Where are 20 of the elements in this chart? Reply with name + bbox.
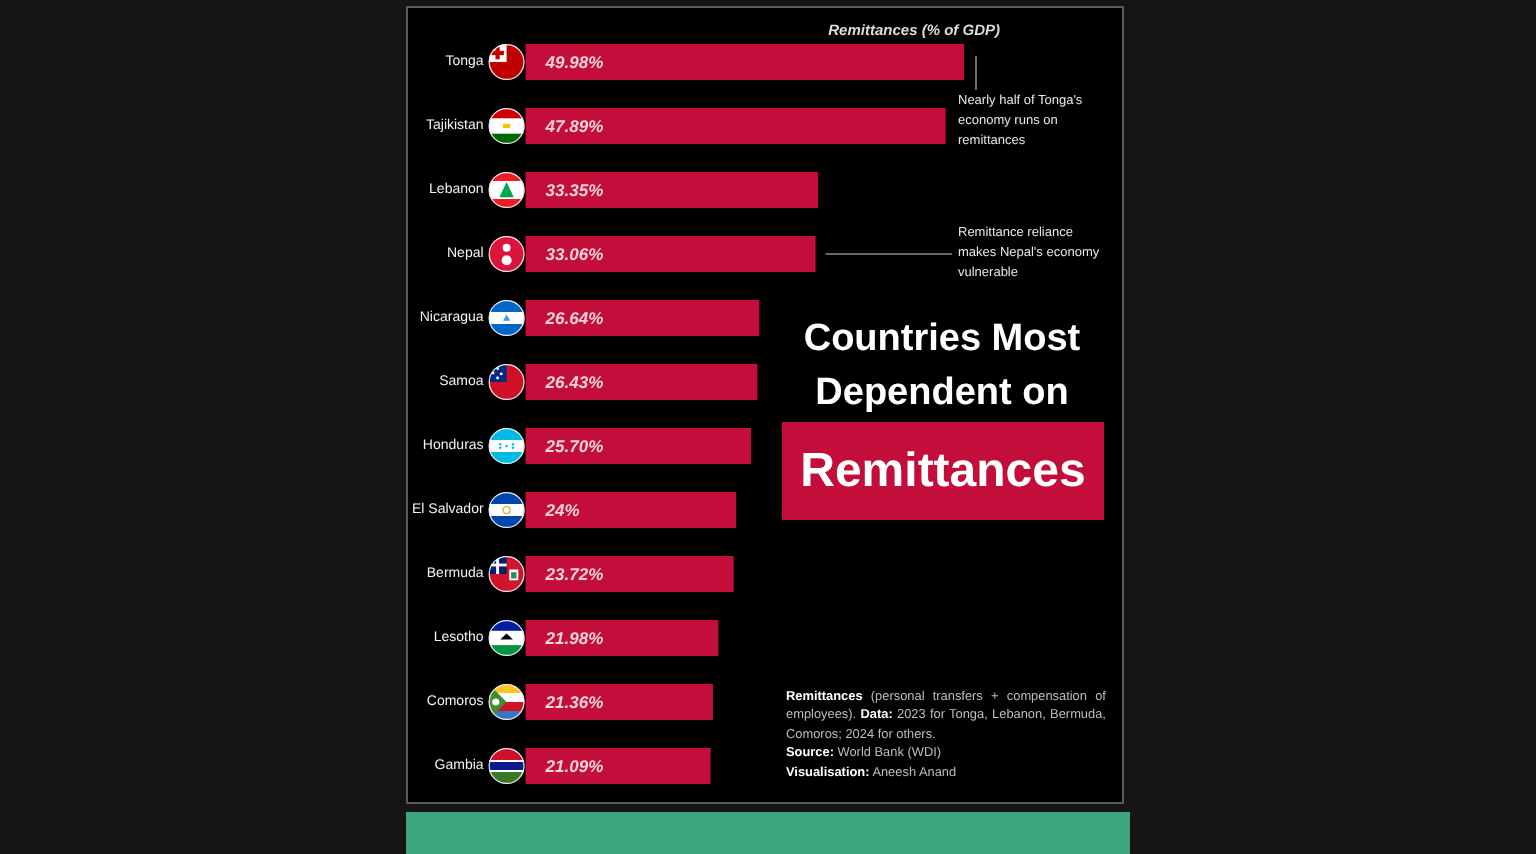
data-label: 33.35% <box>545 180 605 200</box>
data-label: 26.64% <box>543 308 605 328</box>
bar <box>525 620 719 656</box>
bar <box>525 428 752 464</box>
bar <box>525 748 711 784</box>
bar <box>525 684 713 720</box>
text: Countries Most Dependent on Remittances <box>798 316 1088 501</box>
bar <box>525 492 737 528</box>
data-label: 33.06% <box>545 244 605 264</box>
bar <box>525 108 946 144</box>
bar <box>525 300 760 336</box>
data-label: 21.09% <box>543 756 605 776</box>
data-label: 23.72% <box>543 564 605 584</box>
data-label: 25.70% <box>543 436 605 456</box>
data-label: 47.89% <box>543 116 605 136</box>
data-label: 49.98% <box>543 52 605 72</box>
data-label: 26.43% <box>543 372 605 392</box>
data-label: 21.36% <box>543 692 605 712</box>
data-label: 24% <box>543 500 581 520</box>
data-label: 21.98% <box>543 628 605 648</box>
